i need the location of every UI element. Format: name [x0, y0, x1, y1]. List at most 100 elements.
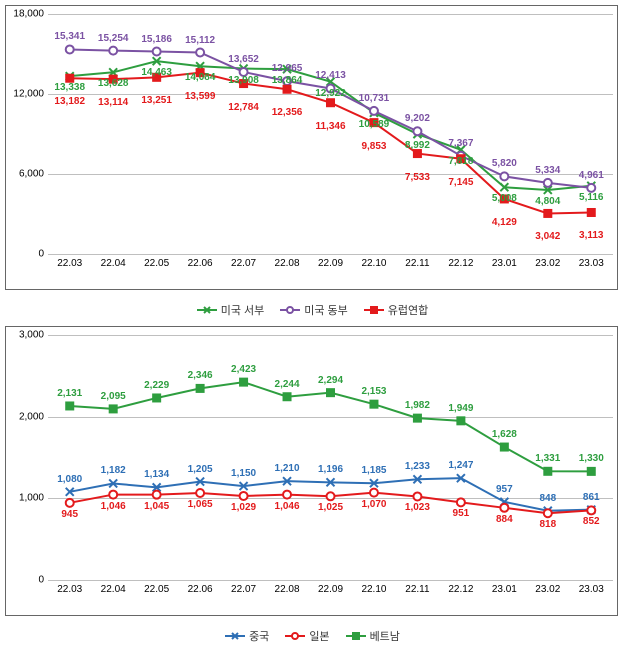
data-label: 15,112 [185, 35, 215, 46]
x-tick-label: 22.10 [361, 580, 386, 595]
data-label: 1,247 [448, 460, 473, 471]
data-label: 1,029 [231, 502, 256, 513]
legend-top: 미국 서부 미국 동부 유럽연합 [5, 298, 620, 326]
data-label: 1,210 [275, 463, 300, 474]
data-label: 2,153 [361, 386, 386, 397]
data-label: 1,150 [231, 468, 256, 479]
data-label: 15,341 [54, 31, 85, 42]
y-tick-label: 1,000 [19, 493, 48, 504]
data-label: 951 [453, 508, 470, 519]
data-label: 2,423 [231, 364, 256, 375]
x-tick-label: 22.07 [231, 254, 256, 269]
data-label: 4,129 [492, 217, 517, 228]
data-label: 4,961 [579, 170, 604, 181]
data-label: 12,922 [315, 88, 346, 99]
legend-label: 중국 [249, 628, 269, 644]
data-label: 5,334 [535, 165, 560, 176]
data-label: 14,084 [185, 72, 216, 83]
legend-label: 미국 서부 [221, 302, 265, 318]
data-label: 13,182 [54, 96, 85, 107]
data-label: 861 [583, 492, 600, 503]
chart-bottom: 01,0002,0003,00022.0322.0422.0522.0622.0… [5, 326, 618, 616]
plot-area: 01,0002,0003,00022.0322.0422.0522.0622.0… [48, 335, 613, 580]
data-label: 13,338 [54, 82, 85, 93]
legend-item: 유럽연합 [364, 302, 428, 318]
legend-item: 미국 서부 [197, 302, 265, 318]
plot-area: 06,00012,00018,00022.0322.0422.0522.0622… [48, 14, 613, 254]
legend-label: 베트남 [370, 628, 400, 644]
data-label: 1,065 [188, 499, 213, 510]
data-label: 13,652 [228, 54, 259, 65]
legend-item: 미국 동부 [280, 302, 348, 318]
x-tick-label: 23.02 [535, 254, 560, 269]
data-label: 13,251 [141, 95, 172, 106]
x-tick-label: 22.08 [275, 254, 300, 269]
data-label: 15,186 [141, 34, 172, 45]
legend-label: 미국 동부 [304, 302, 348, 318]
data-label: 1,982 [405, 400, 430, 411]
data-label: 1,045 [144, 501, 169, 512]
data-label: 2,229 [144, 380, 169, 391]
data-label: 2,131 [57, 388, 82, 399]
data-label: 2,294 [318, 375, 343, 386]
x-tick-label: 22.03 [57, 254, 82, 269]
series-lines [48, 14, 613, 254]
x-tick-label: 22.10 [361, 254, 386, 269]
data-label: 1,331 [535, 453, 560, 464]
data-label: 5,820 [492, 158, 517, 169]
data-label: 1,233 [405, 461, 430, 472]
x-tick-label: 22.05 [144, 254, 169, 269]
y-tick-label: 6,000 [19, 169, 48, 180]
y-tick-label: 3,000 [19, 330, 48, 341]
series-lines [48, 335, 613, 580]
legend-bottom: 중국 일본 베트남 [5, 624, 620, 652]
data-label: 852 [583, 516, 600, 527]
x-tick-label: 22.06 [188, 580, 213, 595]
data-label: 10,589 [359, 119, 390, 130]
x-tick-label: 22.12 [448, 254, 473, 269]
data-label: 7,818 [448, 156, 473, 167]
data-label: 1,025 [318, 502, 343, 513]
data-label: 9,853 [361, 141, 386, 152]
data-label: 2,244 [275, 379, 300, 390]
x-tick-label: 22.05 [144, 580, 169, 595]
x-tick-label: 22.09 [318, 580, 343, 595]
y-tick-label: 2,000 [19, 411, 48, 422]
data-label: 848 [539, 493, 556, 504]
data-label: 957 [496, 484, 513, 495]
data-label: 1,046 [275, 501, 300, 512]
data-label: 13,628 [98, 78, 129, 89]
legend-item: 일본 [285, 628, 329, 644]
data-label: 3,042 [535, 231, 560, 242]
x-tick-label: 22.11 [405, 580, 429, 595]
legend-label: 일본 [309, 628, 329, 644]
data-label: 1,185 [361, 465, 386, 476]
y-tick-label: 0 [38, 249, 48, 260]
legend-item: 중국 [225, 628, 269, 644]
data-label: 1,196 [318, 464, 343, 475]
data-label: 1,046 [101, 501, 126, 512]
legend-label: 유럽연합 [388, 302, 428, 318]
x-tick-label: 23.03 [579, 254, 604, 269]
data-label: 5,008 [492, 193, 517, 204]
data-label: 9,202 [405, 113, 430, 124]
data-label: 15,254 [98, 33, 129, 44]
data-label: 13,599 [185, 91, 216, 102]
data-label: 12,784 [228, 102, 259, 113]
x-tick-label: 22.09 [318, 254, 343, 269]
data-label: 7,145 [448, 177, 473, 188]
data-label: 14,463 [141, 67, 172, 78]
x-tick-label: 22.06 [188, 254, 213, 269]
data-label: 1,330 [579, 453, 604, 464]
data-label: 13,864 [272, 75, 303, 86]
x-tick-label: 22.04 [101, 580, 126, 595]
y-tick-label: 18,000 [13, 9, 48, 20]
data-label: 3,113 [579, 230, 603, 241]
data-label: 7,367 [448, 138, 473, 149]
data-label: 818 [539, 519, 556, 530]
data-label: 13,908 [228, 75, 259, 86]
data-label: 1,182 [101, 465, 126, 476]
x-tick-label: 22.12 [448, 580, 473, 595]
x-tick-label: 23.01 [492, 580, 517, 595]
x-tick-label: 22.03 [57, 580, 82, 595]
